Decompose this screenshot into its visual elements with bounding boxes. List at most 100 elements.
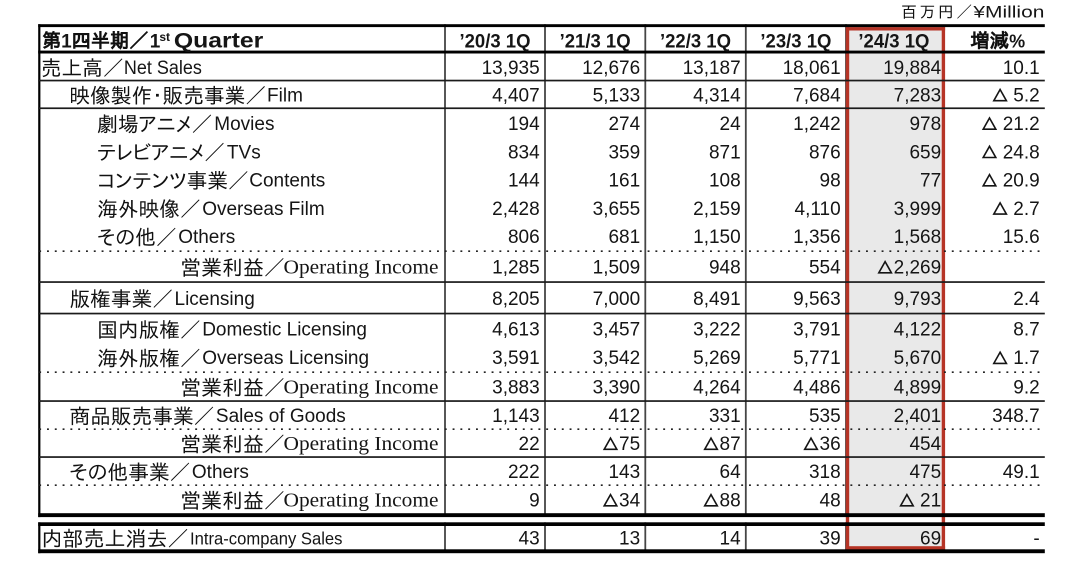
svg-text:TVs: TVs bbox=[227, 142, 261, 163]
svg-text:5,771: 5,771 bbox=[793, 348, 841, 369]
svg-text:8,205: 8,205 bbox=[492, 289, 540, 310]
svg-text:49.1: 49.1 bbox=[1003, 462, 1040, 483]
svg-text:2.4: 2.4 bbox=[1013, 289, 1040, 310]
svg-text:3,390: 3,390 bbox=[593, 378, 641, 399]
svg-text:’22/3 1Q: ’22/3 1Q bbox=[660, 30, 731, 52]
svg-text:359: 359 bbox=[608, 142, 640, 163]
svg-text:2,428: 2,428 bbox=[492, 199, 540, 220]
svg-text:194: 194 bbox=[508, 114, 540, 135]
svg-text:978: 978 bbox=[909, 114, 941, 135]
svg-text:1,509: 1,509 bbox=[593, 258, 641, 279]
svg-text:Quarter: Quarter bbox=[174, 29, 263, 52]
svg-text:13,187: 13,187 bbox=[683, 58, 741, 79]
svg-text:7,000: 7,000 bbox=[593, 289, 641, 310]
svg-text:274: 274 bbox=[608, 114, 640, 135]
svg-text:’24/3 1Q: ’24/3 1Q bbox=[858, 30, 929, 52]
svg-text:4,407: 4,407 bbox=[492, 86, 540, 107]
svg-text:659: 659 bbox=[909, 142, 941, 163]
svg-text:Intra-company Sales: Intra-company Sales bbox=[190, 529, 343, 549]
svg-text:1,143: 1,143 bbox=[492, 406, 540, 427]
svg-text:948: 948 bbox=[709, 258, 741, 279]
svg-text:143: 143 bbox=[608, 462, 640, 483]
svg-text:64: 64 bbox=[720, 462, 742, 483]
svg-text:¥Million: ¥Million bbox=[972, 3, 1044, 22]
svg-text:Operating Income: Operating Income bbox=[284, 257, 439, 279]
svg-text:4,264: 4,264 bbox=[693, 378, 741, 399]
svg-text:2,401: 2,401 bbox=[894, 406, 942, 427]
svg-text:Contents: Contents bbox=[249, 171, 325, 192]
svg-text:77: 77 bbox=[920, 171, 941, 192]
svg-text:1,568: 1,568 bbox=[894, 227, 942, 248]
svg-text:20.9: 20.9 bbox=[1003, 171, 1040, 192]
svg-text:1,242: 1,242 bbox=[793, 114, 841, 135]
svg-text:88: 88 bbox=[720, 491, 741, 512]
svg-text:1,150: 1,150 bbox=[693, 227, 741, 248]
svg-text:1: 1 bbox=[61, 31, 72, 52]
svg-text:Film: Film bbox=[267, 86, 303, 107]
svg-text:108: 108 bbox=[709, 171, 741, 192]
svg-text:1,356: 1,356 bbox=[793, 227, 841, 248]
svg-text:Operating Income: Operating Income bbox=[284, 490, 439, 512]
svg-text:7,283: 7,283 bbox=[894, 86, 942, 107]
svg-text:3,457: 3,457 bbox=[593, 320, 641, 341]
svg-text:24.8: 24.8 bbox=[1003, 142, 1040, 163]
svg-text:554: 554 bbox=[809, 258, 841, 279]
svg-text:2,159: 2,159 bbox=[693, 199, 741, 220]
svg-text:21.2: 21.2 bbox=[1003, 114, 1040, 135]
svg-text:222: 222 bbox=[508, 462, 540, 483]
svg-text:43: 43 bbox=[519, 529, 540, 550]
svg-text:Overseas Licensing: Overseas Licensing bbox=[202, 348, 369, 369]
svg-text:13,935: 13,935 bbox=[482, 58, 540, 79]
svg-text:681: 681 bbox=[608, 227, 640, 248]
svg-text:15.6: 15.6 bbox=[1003, 227, 1040, 248]
svg-text:Licensing: Licensing bbox=[175, 289, 255, 310]
svg-text:36: 36 bbox=[820, 434, 841, 455]
svg-text:3,883: 3,883 bbox=[492, 378, 540, 399]
svg-text:5,269: 5,269 bbox=[693, 348, 741, 369]
svg-text:12,676: 12,676 bbox=[582, 58, 640, 79]
svg-text:4,613: 4,613 bbox=[492, 320, 540, 341]
svg-text:3,591: 3,591 bbox=[492, 348, 540, 369]
svg-text:1.7: 1.7 bbox=[1013, 348, 1039, 369]
svg-text:Sales of Goods: Sales of Goods bbox=[216, 406, 346, 427]
svg-text:4,314: 4,314 bbox=[693, 86, 741, 107]
svg-text:22: 22 bbox=[519, 434, 540, 455]
svg-text:4,899: 4,899 bbox=[894, 378, 942, 399]
svg-text:1,285: 1,285 bbox=[492, 258, 540, 279]
svg-text:75: 75 bbox=[619, 434, 640, 455]
svg-text:Operating Income: Operating Income bbox=[284, 377, 439, 399]
svg-text:3,999: 3,999 bbox=[894, 199, 942, 220]
svg-text:9,793: 9,793 bbox=[894, 289, 942, 310]
svg-text:Movies: Movies bbox=[214, 114, 274, 135]
svg-text:3,222: 3,222 bbox=[693, 320, 741, 341]
svg-text:Others: Others bbox=[178, 227, 235, 248]
svg-text:10.1: 10.1 bbox=[1003, 58, 1040, 79]
svg-text:98: 98 bbox=[820, 171, 841, 192]
svg-text:9: 9 bbox=[529, 491, 540, 512]
svg-text:331: 331 bbox=[709, 406, 741, 427]
svg-text:48: 48 bbox=[820, 491, 841, 512]
svg-text:4,110: 4,110 bbox=[795, 199, 841, 220]
svg-text:Operating Income: Operating Income bbox=[284, 433, 439, 455]
svg-text:454: 454 bbox=[909, 434, 941, 455]
svg-text:’23/3 1Q: ’23/3 1Q bbox=[760, 30, 831, 52]
svg-text:348.7: 348.7 bbox=[992, 406, 1040, 427]
svg-text:3,542: 3,542 bbox=[593, 348, 641, 369]
svg-text:5.2: 5.2 bbox=[1013, 86, 1039, 107]
svg-text:24: 24 bbox=[720, 114, 742, 135]
svg-text:5,670: 5,670 bbox=[894, 348, 942, 369]
svg-text:14: 14 bbox=[720, 529, 742, 550]
svg-text:7,684: 7,684 bbox=[793, 86, 841, 107]
svg-text:4,122: 4,122 bbox=[894, 320, 942, 341]
svg-text:161: 161 bbox=[608, 171, 640, 192]
svg-text:871: 871 bbox=[709, 142, 741, 163]
svg-text:Net Sales: Net Sales bbox=[124, 58, 202, 79]
svg-text:2,269: 2,269 bbox=[894, 258, 942, 279]
svg-text:8.7: 8.7 bbox=[1013, 320, 1039, 341]
svg-text:’21/3 1Q: ’21/3 1Q bbox=[560, 30, 631, 52]
svg-text:13: 13 bbox=[619, 529, 640, 550]
svg-text:Others: Others bbox=[192, 462, 249, 483]
svg-text:475: 475 bbox=[909, 462, 941, 483]
svg-text:806: 806 bbox=[508, 227, 540, 248]
svg-text:1: 1 bbox=[150, 31, 161, 52]
